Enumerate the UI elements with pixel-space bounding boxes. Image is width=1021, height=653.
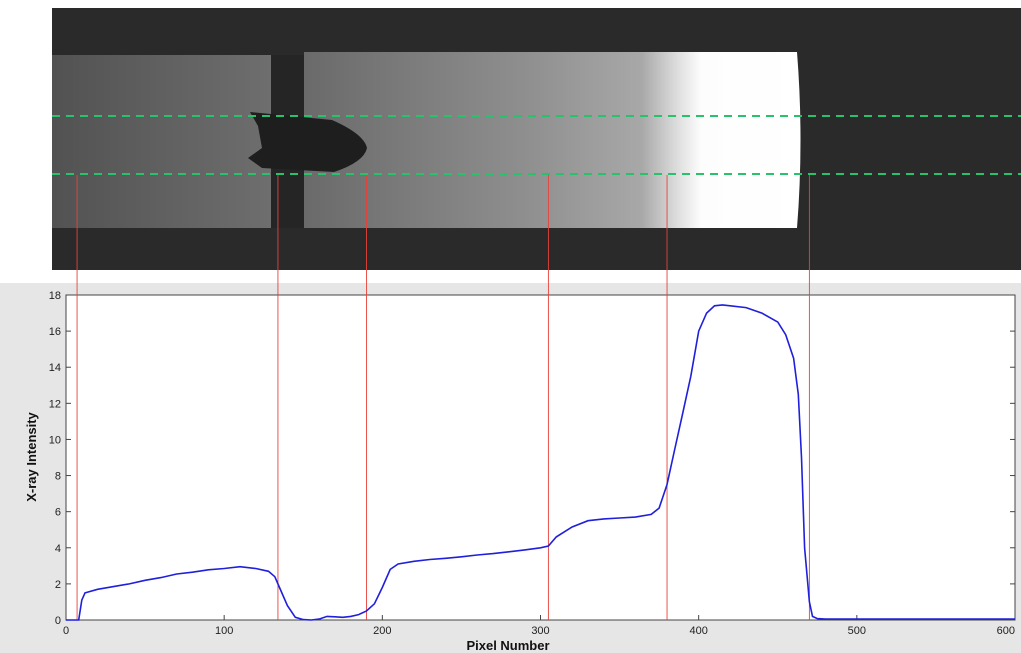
left-sample-region xyxy=(52,55,271,228)
main-sample-region xyxy=(304,52,801,228)
dark-probe-shape xyxy=(248,112,367,172)
plot-frame xyxy=(0,283,1021,653)
xray-radiograph xyxy=(52,8,1021,270)
xray-image xyxy=(52,8,1021,270)
